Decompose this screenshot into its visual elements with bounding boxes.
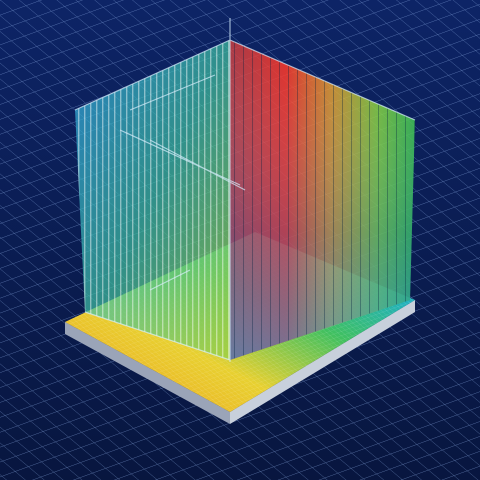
cube-left-lines bbox=[75, 40, 230, 360]
cube-right-lines bbox=[230, 40, 415, 360]
plate-edge-right bbox=[230, 300, 415, 424]
plate-edge-left bbox=[65, 322, 230, 424]
frame-lines bbox=[74, 18, 416, 362]
